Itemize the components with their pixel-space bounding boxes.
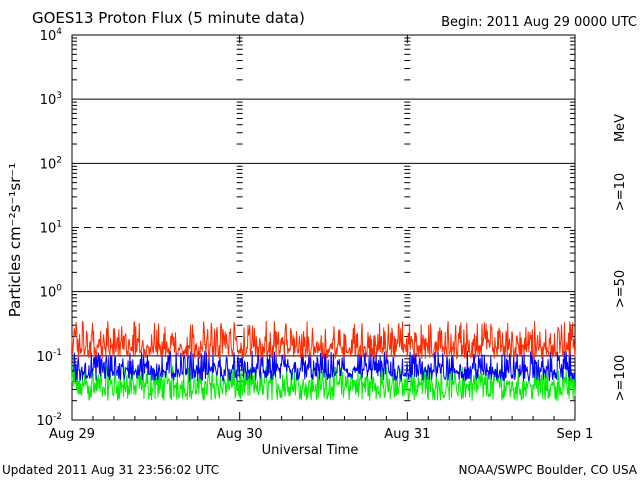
chart-title: GOES13 Proton Flux (5 minute data) bbox=[32, 9, 305, 27]
x-tick-labels: Aug 29 Aug 30 Aug 31 Sep 1 bbox=[49, 427, 593, 442]
legend-unit: MeV bbox=[613, 114, 628, 142]
legend: MeV >=10 >=50 >=100 bbox=[613, 114, 628, 401]
y-axis-label: Particles cm⁻²s⁻¹sr⁻¹ bbox=[6, 163, 24, 317]
y-tick-label: 100 bbox=[40, 284, 63, 301]
x-tick-label: Aug 30 bbox=[217, 427, 263, 442]
data-series bbox=[71, 320, 576, 402]
y-tick-label: 102 bbox=[40, 155, 62, 172]
y-tick-label: 10-2 bbox=[36, 412, 62, 429]
updated-timestamp: Updated 2011 Aug 31 23:56:02 UTC bbox=[2, 463, 219, 477]
y-tick-labels: 104 103 102 101 100 10-1 10-2 bbox=[36, 27, 62, 429]
y-tick-label: 103 bbox=[40, 91, 62, 108]
credit-label: NOAA/SWPC Boulder, CO USA bbox=[459, 463, 638, 477]
series-line bbox=[71, 320, 576, 361]
x-tick-label: Sep 1 bbox=[557, 427, 594, 442]
legend-series-50mev: >=50 bbox=[613, 270, 628, 308]
x-tick-label: Aug 31 bbox=[384, 427, 430, 442]
legend-series-100mev: >=100 bbox=[613, 355, 628, 402]
legend-series-10mev: >=10 bbox=[613, 173, 628, 211]
x-axis-label: Universal Time bbox=[262, 443, 359, 458]
y-tick-label: 10-1 bbox=[36, 348, 62, 365]
x-tick-label: Aug 29 bbox=[49, 427, 95, 442]
begin-time-label: Begin: 2011 Aug 29 0000 UTC bbox=[441, 15, 637, 30]
y-tick-label: 104 bbox=[40, 27, 63, 44]
y-tick-label: 101 bbox=[40, 220, 62, 237]
series-line bbox=[71, 350, 576, 382]
